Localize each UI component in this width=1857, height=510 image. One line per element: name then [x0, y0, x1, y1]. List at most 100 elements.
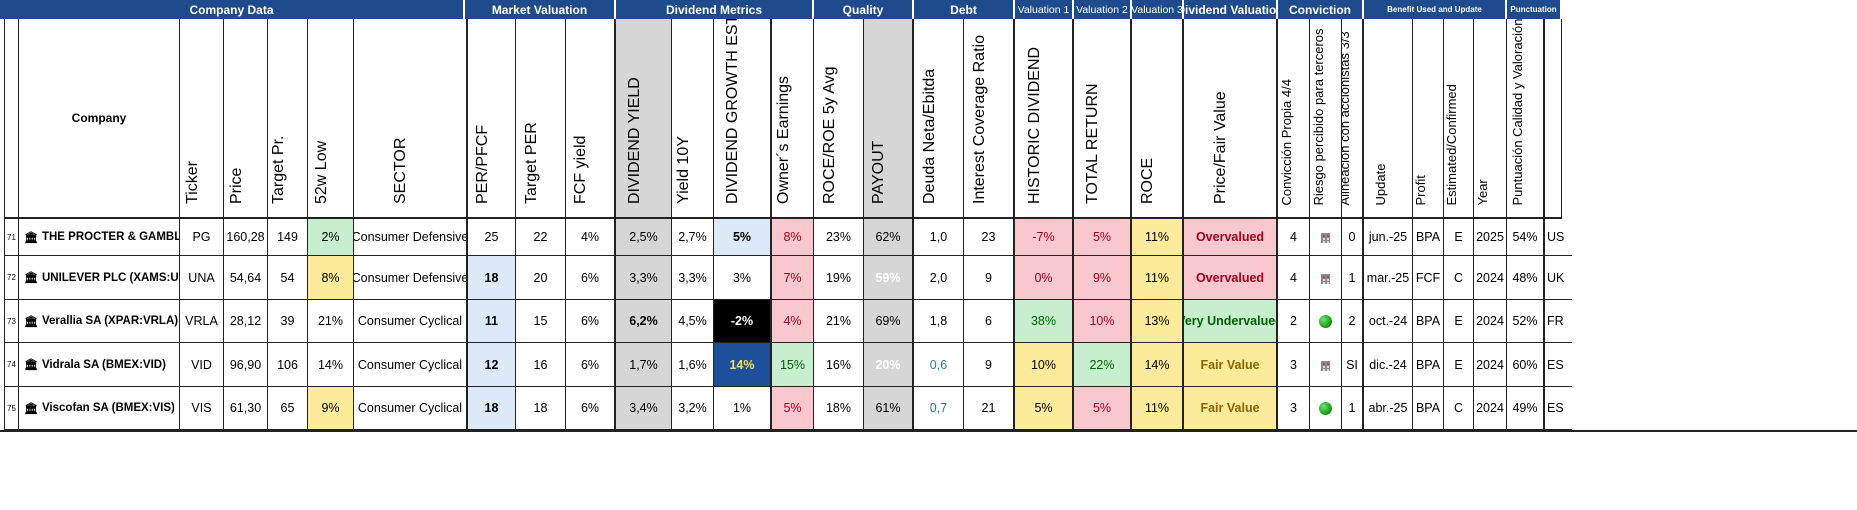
cell-historic-dividend[interactable]: -7% — [1015, 219, 1074, 256]
cell-price-fair-value[interactable]: Overvalued — [1184, 256, 1278, 300]
cell-score[interactable]: 52% — [1507, 300, 1545, 343]
cell-update-date[interactable]: jun.-25 — [1364, 219, 1413, 256]
cell-target-per[interactable]: 20 — [516, 256, 566, 300]
cell-risk-perceived[interactable] — [1310, 256, 1342, 300]
cell-low-52w[interactable]: 14% — [308, 343, 354, 387]
cell-conviction[interactable]: 4 — [1278, 219, 1310, 256]
cell-historic-dividend[interactable]: 0% — [1015, 256, 1074, 300]
cell-ticker[interactable]: VIS — [180, 387, 224, 430]
column-header-dividend-growth[interactable]: DIVIDEND GROWTH EST. — [714, 19, 772, 219]
column-header-company-name[interactable]: Company — [19, 19, 180, 219]
cell-price-fair-value[interactable]: Fair Value — [1184, 343, 1278, 387]
cell-interest-coverage[interactable]: 9 — [964, 343, 1015, 387]
cell-payout[interactable]: 59% — [864, 256, 914, 300]
cell-dividend-yield[interactable]: 1,7% — [616, 343, 672, 387]
cell-year[interactable]: 2024 — [1474, 300, 1507, 343]
cell-per-pfcf[interactable]: 11 — [468, 300, 516, 343]
cell-shareholder-alignment[interactable]: 1 — [1342, 256, 1364, 300]
cell-per-pfcf[interactable]: 25 — [468, 219, 516, 256]
cell-yield-10y[interactable]: 3,2% — [672, 387, 714, 430]
cell-price-fair-value[interactable]: Overvalued — [1184, 219, 1278, 256]
cell-conviction[interactable]: 3 — [1278, 387, 1310, 430]
cell-target-price[interactable]: 65 — [268, 387, 308, 430]
cell-low-52w[interactable]: 9% — [308, 387, 354, 430]
cell-target-price[interactable]: 39 — [268, 300, 308, 343]
cell-target-per[interactable]: 15 — [516, 300, 566, 343]
cell-deuda-ebitda[interactable]: 0,7 — [914, 387, 964, 430]
cell-low-52w[interactable]: 8% — [308, 256, 354, 300]
cell-update-date[interactable]: abr.-25 — [1364, 387, 1413, 430]
cell-deuda-ebitda[interactable]: 0,6 — [914, 343, 964, 387]
column-header-update-date[interactable]: Update — [1364, 19, 1413, 219]
column-header-target-price[interactable]: Target Pr. — [268, 19, 308, 219]
column-header-estimated-confirmed[interactable]: Estimated/Confirmed — [1444, 19, 1474, 219]
cell-target-per[interactable]: 18 — [516, 387, 566, 430]
column-header-roce-5y[interactable]: ROCE/ROE 5y Avg — [814, 19, 864, 219]
cell-per-pfcf[interactable]: 12 — [468, 343, 516, 387]
cell-roce[interactable]: 11% — [1132, 256, 1184, 300]
cell-yield-10y[interactable]: 3,3% — [672, 256, 714, 300]
cell-price[interactable]: 54,64 — [224, 256, 268, 300]
cell-roce-5y[interactable]: 21% — [814, 300, 864, 343]
cell-country[interactable]: UK — [1545, 256, 1572, 300]
cell-historic-dividend[interactable]: 38% — [1015, 300, 1074, 343]
cell-price[interactable]: 28,12 — [224, 300, 268, 343]
cell-country[interactable]: FR — [1545, 300, 1572, 343]
cell-payout[interactable]: 20% — [864, 343, 914, 387]
cell-dividend-yield[interactable]: 2,5% — [616, 219, 672, 256]
column-header-score[interactable]: Puntuación Calidad y Valoración — [1507, 19, 1545, 219]
column-header-target-per[interactable]: Target PER — [516, 19, 566, 219]
cell-roce-5y[interactable]: 16% — [814, 343, 864, 387]
cell-owners-earnings[interactable]: 5% — [772, 387, 814, 430]
cell-company-name[interactable]: 🏛 Viscofan SA (BMEX:VIS) — [19, 387, 180, 430]
cell-update-date[interactable]: oct.-24 — [1364, 300, 1413, 343]
cell-estimated-confirmed[interactable]: C — [1444, 387, 1474, 430]
cell-score[interactable]: 48% — [1507, 256, 1545, 300]
cell-risk-perceived[interactable] — [1310, 300, 1342, 343]
cell-price[interactable]: 61,30 — [224, 387, 268, 430]
cell-total-return[interactable]: 5% — [1074, 387, 1132, 430]
column-header-price[interactable]: Price — [224, 19, 268, 219]
cell-roce-5y[interactable]: 18% — [814, 387, 864, 430]
cell-target-price[interactable]: 106 — [268, 343, 308, 387]
cell-low-52w[interactable]: 21% — [308, 300, 354, 343]
cell-dividend-yield[interactable]: 6,2% — [616, 300, 672, 343]
cell-sector[interactable]: Consumer Cyclical — [354, 300, 468, 343]
cell-profit-type[interactable]: BPA — [1413, 219, 1444, 256]
cell-deuda-ebitda[interactable]: 1,0 — [914, 219, 964, 256]
cell-shareholder-alignment[interactable]: 1 — [1342, 387, 1364, 430]
column-header-shareholder-alignment[interactable]: Alineación con accionistas 3/3 — [1342, 19, 1364, 219]
cell-estimated-confirmed[interactable]: C — [1444, 256, 1474, 300]
row-number[interactable]: 73 — [4, 300, 19, 343]
cell-risk-perceived[interactable] — [1310, 387, 1342, 430]
column-header-risk-perceived[interactable]: Riesgo percibido para terceros — [1310, 19, 1342, 219]
cell-sector[interactable]: Consumer Cyclical — [354, 387, 468, 430]
cell-company-name[interactable]: 🏛 Verallia SA (XPAR:VRLA) — [19, 300, 180, 343]
column-header-low-52w[interactable]: 52w Low — [308, 19, 354, 219]
cell-shareholder-alignment[interactable]: 2 — [1342, 300, 1364, 343]
cell-interest-coverage[interactable]: 6 — [964, 300, 1015, 343]
cell-conviction[interactable]: 4 — [1278, 256, 1310, 300]
cell-roce-5y[interactable]: 23% — [814, 219, 864, 256]
cell-score[interactable]: 54% — [1507, 219, 1545, 256]
cell-update-date[interactable]: dic.-24 — [1364, 343, 1413, 387]
cell-estimated-confirmed[interactable]: E — [1444, 300, 1474, 343]
column-header-historic-dividend[interactable]: HISTORIC DIVIDEND — [1015, 19, 1074, 219]
cell-dividend-growth[interactable]: -2% — [714, 300, 772, 343]
cell-per-pfcf[interactable]: 18 — [468, 256, 516, 300]
cell-historic-dividend[interactable]: 5% — [1015, 387, 1074, 430]
row-number[interactable]: 72 — [4, 256, 19, 300]
cell-year[interactable]: 2025 — [1474, 219, 1507, 256]
cell-target-price[interactable]: 54 — [268, 256, 308, 300]
cell-shareholder-alignment[interactable]: 0 — [1342, 219, 1364, 256]
cell-interest-coverage[interactable]: 21 — [964, 387, 1015, 430]
cell-owners-earnings[interactable]: 4% — [772, 300, 814, 343]
cell-total-return[interactable]: 10% — [1074, 300, 1132, 343]
cell-fcf-yield[interactable]: 6% — [566, 387, 616, 430]
cell-target-price[interactable]: 149 — [268, 219, 308, 256]
cell-company-name[interactable]: 🏛UNILEVER PLC (XAMS:UNA) — [19, 256, 180, 300]
column-header-interest-coverage[interactable]: Interest Coverage Ratio — [964, 19, 1015, 219]
cell-ticker[interactable]: PG — [180, 219, 224, 256]
column-header-sector[interactable]: SECTOR — [354, 19, 468, 219]
column-header-conviction[interactable]: Convicción Propia 4/4 — [1278, 19, 1310, 219]
